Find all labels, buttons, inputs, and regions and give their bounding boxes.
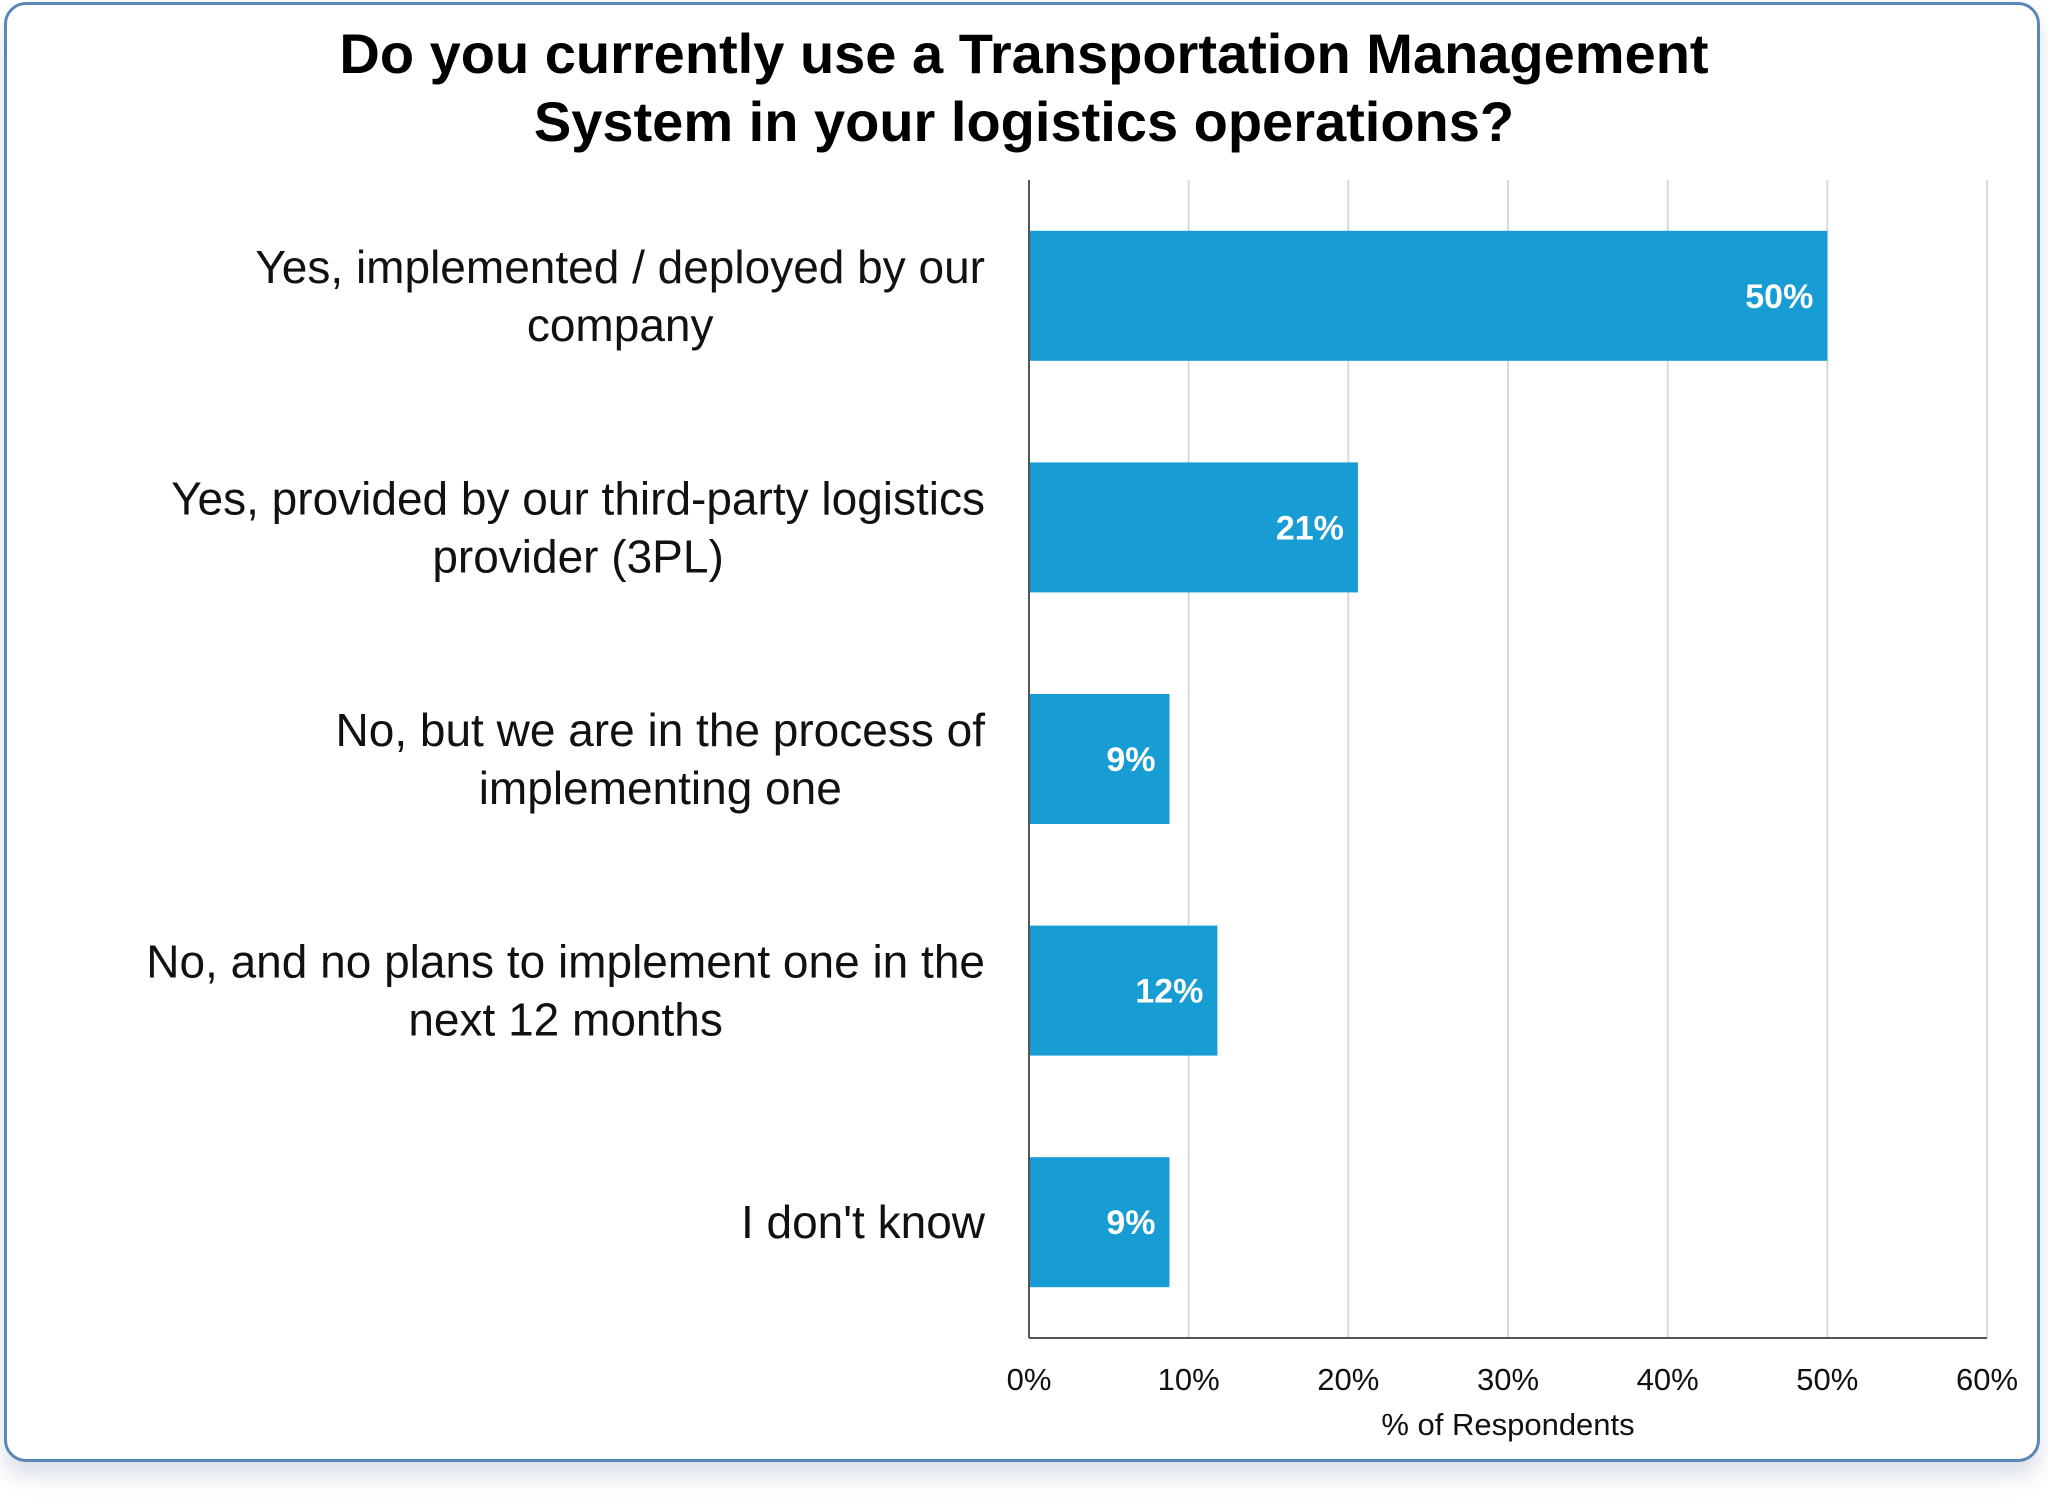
x-tick-label-0: 0% — [1007, 1362, 1052, 1397]
x-tick-label-6: 60% — [1956, 1362, 2018, 1397]
x-axis-title: % of Respondents — [1381, 1407, 1634, 1442]
x-tick-label-4: 40% — [1637, 1362, 1699, 1397]
bar-0 — [1029, 230, 1828, 361]
data-label-0: 50% — [1745, 278, 1813, 316]
data-label-2: 9% — [1106, 741, 1155, 779]
x-tick-label-1: 10% — [1158, 1362, 1220, 1397]
category-label-4: I don't know — [741, 1196, 986, 1248]
chart-title-line-1: Do you currently use a Transportation Ma… — [339, 22, 1709, 85]
category-label-2-line-1: implementing one — [479, 762, 842, 814]
chart-title-line-2: System in your logistics operations? — [533, 90, 1515, 153]
category-label-2: No, but we are in the process of implemen… — [336, 704, 986, 814]
bar-3 — [1029, 925, 1218, 1056]
category-label-0-line-1: company — [527, 299, 714, 351]
category-label-1-line-1: provider (3PL) — [432, 530, 723, 582]
x-tick-label-5: 50% — [1796, 1362, 1858, 1397]
x-tick-label-2: 20% — [1317, 1362, 1379, 1397]
category-label-4-line-0: I don't know — [741, 1196, 986, 1248]
data-label-4: 9% — [1106, 1204, 1155, 1242]
x-tick-label-3: 30% — [1477, 1362, 1539, 1397]
bar-4 — [1029, 1157, 1170, 1288]
category-label-2-line-0: No, but we are in the process of — [336, 704, 986, 756]
category-label-1: Yes, provided by our third-party logisti… — [171, 472, 985, 582]
category-label-3-line-1: next 12 months — [408, 994, 723, 1046]
data-label-1: 21% — [1276, 509, 1344, 547]
category-label-0-line-0: Yes, implemented / deployed by our — [255, 241, 985, 293]
category-label-0: Yes, implemented / deployed by our compan… — [255, 241, 985, 351]
bar-1 — [1029, 462, 1358, 593]
chart-title: Do you currently use a Transportation Ma… — [0, 20, 2048, 156]
bar-2 — [1029, 694, 1170, 824]
category-label-1-line-0: Yes, provided by our third-party logisti… — [171, 472, 985, 524]
data-label-3: 12% — [1135, 973, 1203, 1011]
category-label-3-line-0: No, and no plans to implement one in the — [146, 936, 985, 988]
category-label-3: No, and no plans to implement one in the… — [146, 936, 985, 1046]
